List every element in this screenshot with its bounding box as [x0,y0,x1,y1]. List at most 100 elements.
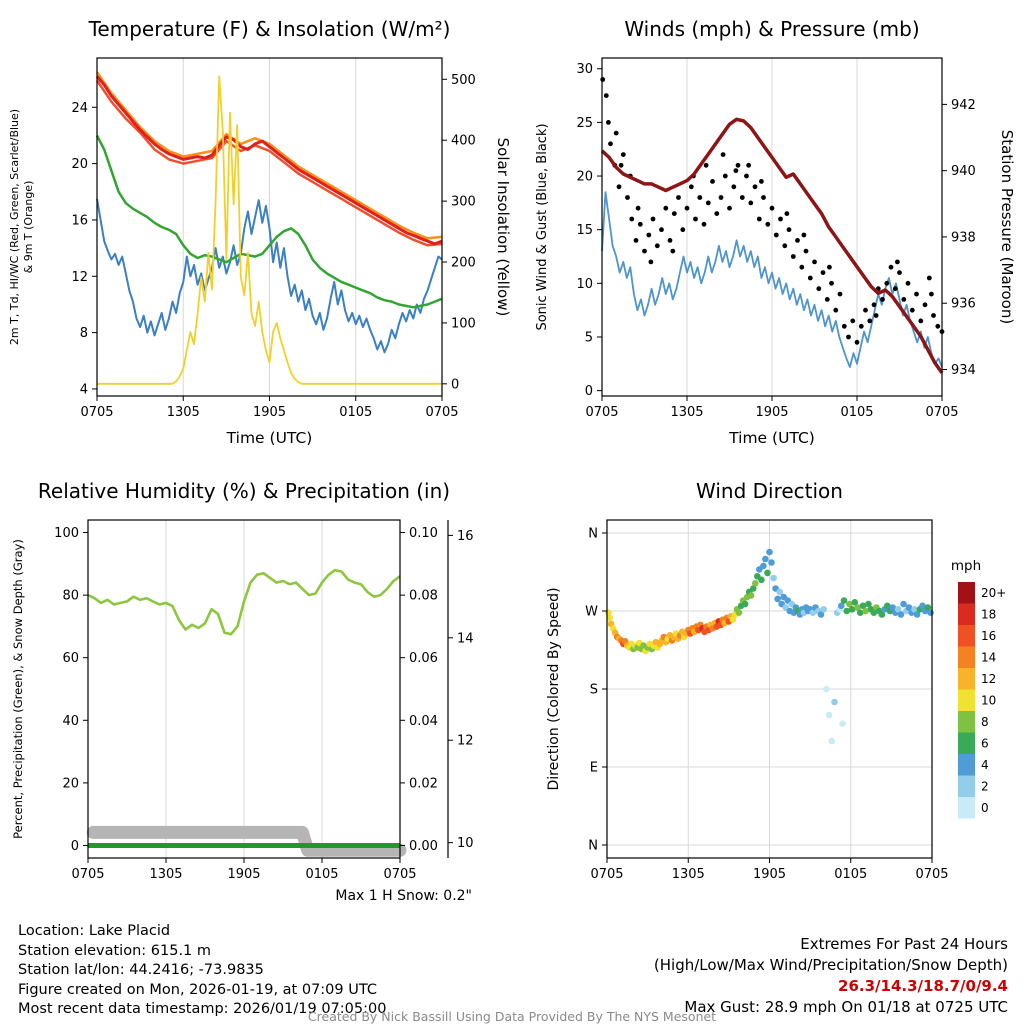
svg-text:18: 18 [981,607,996,621]
svg-text:0705: 0705 [425,405,458,420]
axes: 0705 1305 1905 0105 0705 N E S W N Wind Direction D… [546,479,949,882]
svg-text:1305: 1305 [149,867,182,882]
svg-text:0705: 0705 [383,867,416,882]
svg-text:0705: 0705 [915,867,948,882]
svg-text:500: 500 [451,73,476,88]
svg-text:0: 0 [981,801,989,815]
svg-text:200: 200 [451,256,476,271]
axes: 0705 1305 1905 0105 0705 0 20 40 60 80 100 0.00 0.02… [11,479,474,904]
svg-text:12: 12 [457,734,474,749]
station-location: Location: Lake Placid [18,923,171,939]
station-latlon: Station lat/lon: 44.2416; -73.9835 [18,962,264,978]
svg-text:10: 10 [576,277,593,292]
y-axis-label-left: & 9m T (Orange) [22,181,35,274]
humidity-precip-panel: 0705 1305 1905 0105 0705 0 20 40 60 80 100 0.00 0.02… [0,468,512,930]
svg-text:30: 30 [576,62,593,77]
svg-text:8: 8 [981,715,989,729]
chart-title: Winds (mph) & Pressure (mb) [624,17,919,41]
svg-text:0705: 0705 [590,867,623,882]
svg-text:0705: 0705 [71,867,104,882]
svg-text:0705: 0705 [925,405,958,420]
svg-text:12: 12 [981,672,996,686]
y-axis-label-left: 2m T, Td, HI/WC (Red, Green, Scarlet/Blu… [8,109,21,345]
svg-text:0.10: 0.10 [409,526,438,541]
svg-text:40: 40 [62,714,79,729]
y-axis-label-left: Sonic Wind & Gust (Blue, Black) [535,123,550,330]
svg-text:mph: mph [951,558,981,574]
extremes-values: 26.3/14.3/18.7/0/9.4 [838,977,1008,995]
svg-text:1905: 1905 [253,405,286,420]
y-axis-label-right: Station Pressure (Maroon) [998,130,1016,324]
svg-text:0105: 0105 [840,405,873,420]
svg-text:14: 14 [981,650,996,664]
svg-text:0: 0 [451,377,459,392]
svg-text:24: 24 [71,101,88,116]
svg-text:2: 2 [981,779,989,793]
svg-text:0.00: 0.00 [409,839,438,854]
series-wind-chill-blue [96,198,443,354]
svg-text:0105: 0105 [339,405,372,420]
svg-text:5: 5 [585,330,593,345]
svg-text:10: 10 [457,836,474,851]
svg-text:1905: 1905 [755,405,788,420]
series-9m-temp-orange [95,71,443,240]
extremes-block: Extremes For Past 24 Hours (High/Low/Max… [654,934,1008,1018]
extremes-title: Extremes For Past 24 Hours [800,935,1008,953]
chart-title: Temperature (F) & Insolation (W/m²) [88,17,451,41]
svg-text:100: 100 [54,526,79,541]
svg-text:938: 938 [951,230,976,245]
svg-text:25: 25 [576,116,593,131]
max-snow-note: Max 1 H Snow: 0.2" [335,888,472,904]
temperature-insolation-panel: 0705 1305 1905 0105 0705 4 8 12 16 20 24 0 100 200 300… [0,6,512,468]
chart-title: Relative Humidity (%) & Precipitation (i… [38,479,450,503]
credit-footer: Created By Nick Bassill Using Data Provi… [307,1009,717,1024]
svg-text:1905: 1905 [753,867,786,882]
svg-text:940: 940 [951,164,976,179]
svg-text:300: 300 [451,195,476,210]
axes: 0705 1305 1905 0105 0705 0 5 10 15 20 25 30 934 936 93… [535,17,1016,447]
svg-text:E: E [590,761,598,776]
svg-text:N: N [588,527,598,542]
svg-text:4: 4 [80,382,88,397]
svg-text:0.08: 0.08 [409,589,438,604]
svg-text:12: 12 [71,270,88,285]
svg-text:4: 4 [981,758,989,772]
chart-title: Wind Direction [696,479,843,503]
series-gusts-black [600,77,945,345]
svg-text:1905: 1905 [227,867,260,882]
y-axis-label-right: Solar Insolation (Yellow) [494,138,512,317]
figure-created: Figure created on Mon, 2026-01-19, at 07… [18,981,377,998]
gridlines [87,520,401,858]
svg-text:20: 20 [576,170,593,185]
svg-text:10: 10 [981,693,996,707]
data-timestamp: Most recent data timestamp: 2026/01/19 0… [18,1001,387,1017]
svg-text:60: 60 [62,651,79,666]
svg-text:1305: 1305 [670,405,703,420]
winds-pressure-panel: 0705 1305 1905 0105 0705 0 5 10 15 20 25 30 934 936 93… [512,6,1024,468]
wind-direction-chart: 0705 1305 1905 0105 0705 N E S W N Wind Direction D… [546,479,1006,882]
svg-text:14: 14 [457,631,474,646]
series-2m-temp-red [95,75,443,246]
axes: 0705 1305 1905 0105 0705 4 8 12 16 20 24 0 100 200 300… [8,17,512,447]
extremes-subtitle: (High/Low/Max Wind/Precipitation/Snow De… [653,956,1008,974]
series-dewpoint-green [95,134,443,309]
y-axis-label-left: Percent, Precipitation (Green), & Snow D… [11,539,25,839]
svg-text:N: N [588,839,598,854]
svg-text:0: 0 [585,384,593,399]
svg-text:0.06: 0.06 [409,651,438,666]
svg-text:934: 934 [951,363,976,378]
svg-text:16: 16 [981,629,996,643]
svg-text:936: 936 [951,297,976,312]
svg-text:S: S [590,683,598,698]
svg-text:16: 16 [457,529,474,544]
svg-text:20: 20 [71,157,88,172]
wind-direction-panel: 0705 1305 1905 0105 0705 N E S W N Wind Direction D… [512,468,1024,930]
series-wind-direction-points [605,548,934,745]
station-info-block: Location: Lake Placid Station elevation:… [18,922,386,1020]
station-elevation: Station elevation: 615.1 m [18,942,212,959]
humidity-precip-chart: 0705 1305 1905 0105 0705 0 20 40 60 80 100 0.00 0.02… [11,479,474,904]
svg-text:400: 400 [451,134,476,149]
svg-text:1305: 1305 [672,867,705,882]
